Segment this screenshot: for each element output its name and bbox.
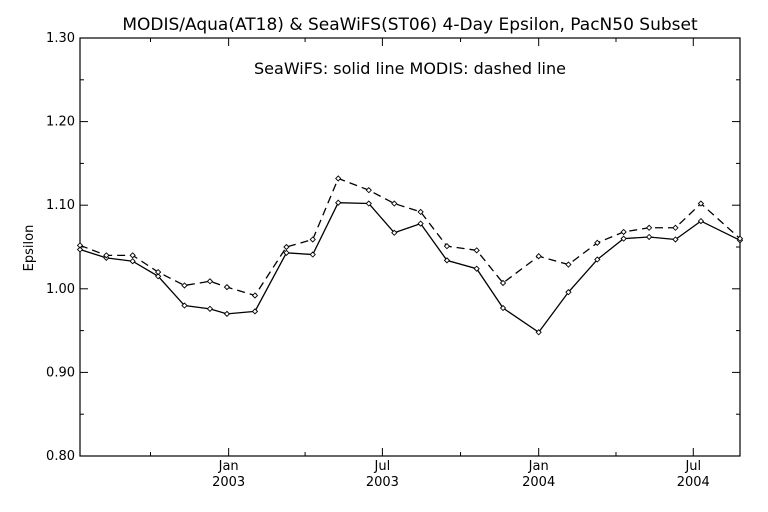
- data-point-seawifs: [155, 273, 162, 280]
- y-tick-label: 1.10: [46, 198, 75, 213]
- data-point-seawifs: [335, 199, 342, 206]
- data-point-modis: [309, 236, 316, 243]
- data-point-seawifs: [283, 249, 290, 256]
- chart-subtitle: SeaWiFS: solid line MODIS: dashed line: [254, 59, 566, 78]
- y-axis-label: Epsilon: [22, 225, 37, 272]
- data-point-seawifs: [391, 229, 398, 236]
- data-point-seawifs: [565, 289, 572, 296]
- data-point-modis: [620, 228, 627, 236]
- data-point-modis: [365, 187, 372, 194]
- data-point-seawifs: [223, 310, 231, 318]
- data-point-modis: [206, 278, 214, 285]
- data-point-seawifs: [181, 302, 188, 309]
- x-tick-year-label: 2004: [522, 475, 555, 490]
- data-point-modis: [443, 243, 451, 250]
- data-point-seawifs: [473, 265, 480, 272]
- data-point-seawifs: [499, 304, 507, 312]
- data-point-modis: [129, 252, 136, 259]
- y-tick-label: 1.00: [46, 282, 75, 297]
- x-tick-month-label: Jan: [218, 459, 239, 474]
- series-modis: [76, 175, 744, 299]
- y-tick-label: 0.90: [46, 365, 75, 380]
- data-point-modis: [181, 282, 188, 289]
- data-point-seawifs: [620, 235, 627, 242]
- data-point-seawifs: [365, 200, 372, 207]
- chart-title: MODIS/Aqua(AT18) & SeaWiFS(ST06) 4-Day E…: [122, 15, 698, 35]
- data-point-seawifs: [417, 220, 424, 227]
- data-point-modis: [251, 292, 259, 299]
- data-point-modis: [417, 208, 424, 216]
- data-point-modis: [103, 252, 110, 259]
- data-point-seawifs: [309, 251, 316, 258]
- x-tick-month-label: Jul: [374, 459, 391, 474]
- data-point-seawifs: [129, 258, 136, 265]
- series-line-seawifs: [79, 202, 741, 334]
- x-tick-year-label: 2003: [212, 475, 245, 490]
- data-point-modis: [736, 235, 744, 242]
- y-tick-label: 1.20: [46, 115, 75, 130]
- series-layer: [76, 175, 744, 336]
- data-point-seawifs: [76, 246, 84, 253]
- data-point-modis: [76, 242, 84, 249]
- y-tick-label: 0.80: [46, 449, 75, 464]
- data-point-modis: [283, 243, 290, 251]
- data-point-seawifs: [594, 256, 601, 263]
- data-point-seawifs: [672, 236, 679, 243]
- axes-layer: 0.800.901.001.101.201.30Jan2003Jul2003Ja…: [46, 31, 741, 490]
- data-point-seawifs: [251, 308, 259, 315]
- chart-title-group: MODIS/Aqua(AT18) & SeaWiFS(ST06) 4-Day E…: [122, 15, 698, 78]
- data-point-modis: [565, 261, 572, 268]
- data-point-modis: [594, 239, 601, 246]
- data-point-seawifs: [443, 257, 451, 264]
- x-tick-year-label: 2004: [677, 475, 710, 490]
- data-point-modis: [499, 279, 507, 287]
- data-point-seawifs: [535, 329, 542, 336]
- data-point-seawifs: [206, 305, 214, 313]
- data-point-modis: [697, 200, 705, 207]
- plot-frame: [79, 37, 741, 457]
- data-point-modis: [645, 224, 653, 231]
- x-tick-year-label: 2003: [366, 475, 399, 490]
- y-tick-label: 1.30: [46, 31, 75, 46]
- data-point-modis: [535, 253, 542, 260]
- x-tick-month-label: Jan: [528, 459, 549, 474]
- data-point-seawifs: [645, 233, 653, 241]
- data-point-modis: [155, 268, 162, 276]
- data-point-modis: [223, 283, 231, 291]
- data-point-modis: [335, 175, 342, 182]
- data-point-modis: [672, 224, 679, 231]
- series-seawifs: [76, 199, 744, 336]
- x-tick-month-label: Jul: [684, 459, 701, 474]
- data-point-modis: [473, 247, 480, 254]
- data-point-modis: [391, 200, 398, 207]
- data-point-seawifs: [697, 217, 705, 225]
